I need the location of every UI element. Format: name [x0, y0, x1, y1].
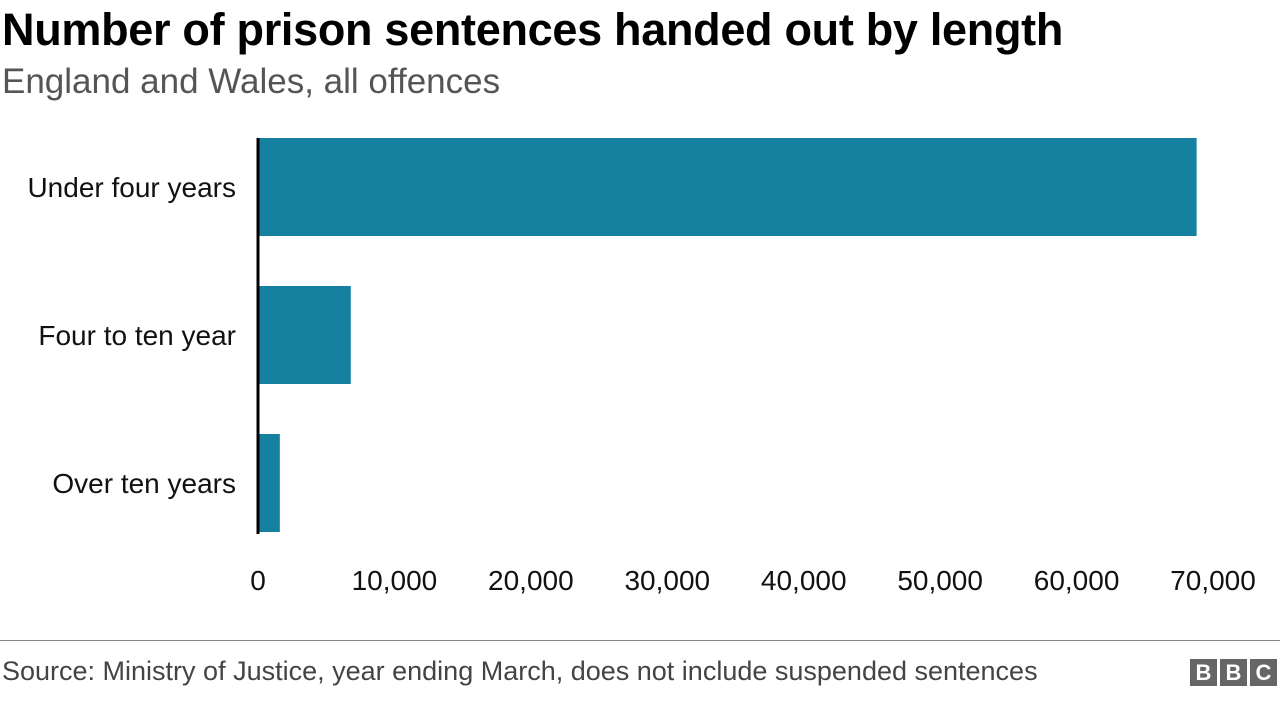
x-tick-label: 50,000: [897, 565, 983, 596]
source-note: Source: Ministry of Justice, year ending…: [2, 656, 1038, 686]
bar-over-ten-years: [258, 434, 280, 532]
category-label: Four to ten year: [38, 320, 236, 351]
x-tick-label: 60,000: [1034, 565, 1120, 596]
bbc-logo-letter-b2: B: [1220, 659, 1247, 686]
x-tick-label: 70,000: [1170, 565, 1256, 596]
bbc-logo-letter-c: C: [1250, 659, 1277, 686]
bar-under-four-years: [258, 138, 1197, 236]
x-tick-label: 20,000: [488, 565, 574, 596]
bbc-logo: B B C: [1190, 659, 1277, 686]
chart-title: Number of prison sentences handed out by…: [2, 4, 1064, 55]
x-tick-label: 10,000: [352, 565, 438, 596]
bar-four-to-ten-year: [258, 286, 351, 384]
chart-subtitle: England and Wales, all offences: [2, 62, 501, 101]
bar-chart: Under four years Four to ten year Over ten…: [27, 138, 1256, 596]
bbc-logo-letter-b1: B: [1190, 659, 1217, 686]
category-label: Under four years: [27, 172, 236, 203]
x-tick-label: 0: [250, 565, 266, 596]
x-tick-label: 30,000: [624, 565, 710, 596]
category-label: Over ten years: [52, 468, 236, 499]
x-tick-label: 40,000: [761, 565, 847, 596]
footer-divider: [0, 640, 1280, 641]
